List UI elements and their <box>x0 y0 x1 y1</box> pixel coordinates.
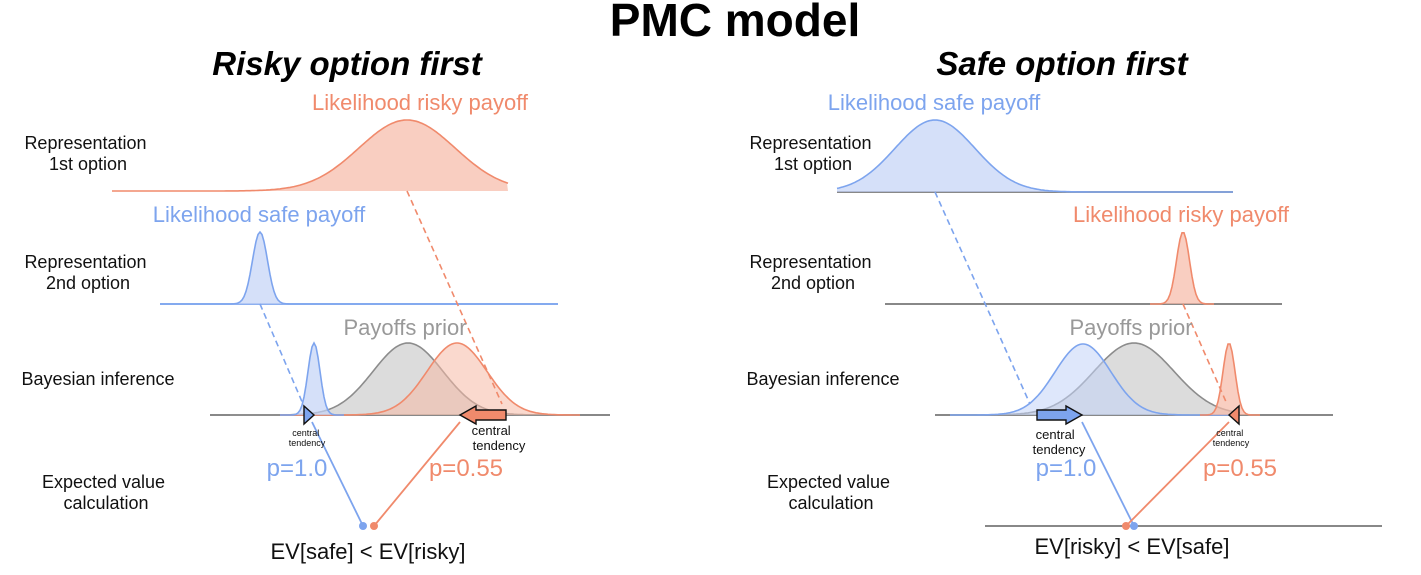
left-risky-dashed-connector <box>406 190 503 405</box>
left-safe-posterior-fill <box>290 343 338 415</box>
left-safe-central-tendency-arrow <box>303 404 316 426</box>
right-safe-ev-line <box>1081 421 1135 527</box>
row-label-line: 1st option <box>774 154 852 174</box>
prior-label-left: Payoffs prior <box>343 315 466 340</box>
right-safe-posterior-line <box>950 343 1240 416</box>
row-label-line: 2nd option <box>46 273 130 293</box>
right-risky-posterior-line <box>1200 343 1260 416</box>
row-label-ev-right: Expected value calculation <box>767 472 895 513</box>
left-risky-likelihood-fill <box>215 120 508 191</box>
ct-line: tendency <box>1213 438 1250 448</box>
right-safe-dashed-connector <box>934 191 1031 405</box>
row-label-bayes-right: Bayesian inference <box>746 369 899 389</box>
row-label-line: calculation <box>788 493 873 513</box>
left-risky-ev-dot <box>370 522 378 530</box>
left-risky-likelihood-line <box>112 119 509 192</box>
ev-comparison-left: EV[safe] < EV[risky] <box>270 539 465 564</box>
likelihood-safe-label-right: Likelihood safe payoff <box>828 90 1041 115</box>
left-safe-dashed-connector <box>259 303 304 405</box>
likelihood-risky-label-left: Likelihood risky payoff <box>312 90 529 115</box>
row-label-line: Expected value <box>767 472 890 492</box>
main-title: PMC model <box>610 0 860 46</box>
panel-risky-first: Risky option first Representation 1st op… <box>21 45 528 564</box>
right-safe-likelihood-fill <box>837 120 1095 192</box>
central-tendency-risky-left: central tendency <box>472 423 526 453</box>
right-risky-posterior-fill <box>1205 343 1253 415</box>
row-label-line: Representation <box>749 252 871 272</box>
ct-line: central <box>1036 427 1075 442</box>
prior-label-right: Payoffs prior <box>1069 315 1192 340</box>
central-tendency-safe-right: central tendency <box>1033 427 1086 457</box>
row-label-line: Expected value <box>42 472 165 492</box>
right-safe-likelihood-line <box>836 119 1233 193</box>
p-safe-left: p=1.0 <box>267 455 328 482</box>
right-risky-ev-line <box>1125 421 1230 527</box>
row-label-second-repr-right: Representation 2nd option <box>749 252 876 293</box>
right-risky-likelihood-fill <box>1157 232 1209 304</box>
panel-safe-first: Safe option first Representation 1st opt… <box>746 45 1289 559</box>
p-safe-right: p=1.0 <box>1036 455 1097 482</box>
left-safe-posterior-line <box>280 341 344 416</box>
right-safe-ev-dot <box>1130 522 1138 530</box>
row-label-bayes-left: Bayesian inference <box>21 369 174 389</box>
left-prior-fill <box>268 343 548 415</box>
row-label-first-repr-right: Representation 1st option <box>749 133 876 174</box>
row-label-first-repr-left: Representation 1st option <box>24 133 151 174</box>
row-label-line: 2nd option <box>771 273 855 293</box>
right-safe-central-tendency-arrow <box>1036 404 1084 426</box>
row-label-line: Representation <box>749 133 871 153</box>
right-risky-central-tendency-arrow <box>1227 404 1240 426</box>
central-tendency-risky-right: central tendency <box>1213 428 1250 448</box>
ct-line: tendency <box>473 438 526 453</box>
ct-line: central <box>1216 428 1243 438</box>
row-label-line: Representation <box>24 252 146 272</box>
left-safe-ev-dot <box>359 522 367 530</box>
panel-title-left: Risky option first <box>212 45 484 82</box>
ev-comparison-right: EV[risky] < EV[safe] <box>1034 534 1229 559</box>
panel-title-right: Safe option first <box>936 45 1189 82</box>
p-risky-right: p=0.55 <box>1203 455 1277 482</box>
likelihood-risky-label-right: Likelihood risky payoff <box>1073 202 1290 227</box>
left-risky-central-tendency-arrow <box>458 404 507 426</box>
ct-line: central <box>292 428 319 438</box>
row-label-line: calculation <box>63 493 148 513</box>
right-safe-posterior-fill <box>971 344 1195 415</box>
likelihood-safe-label-left: Likelihood safe payoff <box>153 202 366 227</box>
ct-line: tendency <box>1033 442 1086 457</box>
left-safe-ev-line <box>311 421 364 527</box>
central-tendency-safe-left: central tendency <box>289 428 326 448</box>
curves-layer <box>112 119 1382 530</box>
right-risky-dashed-connector <box>1182 303 1228 405</box>
left-safe-likelihood-line <box>160 230 558 305</box>
left-risky-ev-line <box>373 421 461 527</box>
right-risky-likelihood-line <box>1150 232 1214 305</box>
row-label-ev-left: Expected value calculation <box>42 472 170 513</box>
row-label-second-repr-left: Representation 2nd option <box>24 252 151 293</box>
row-label-line: Representation <box>24 133 146 153</box>
left-risky-posterior-fill <box>337 343 577 415</box>
right-risky-ev-dot <box>1122 522 1130 530</box>
left-safe-likelihood-fill <box>230 232 290 304</box>
ct-line: tendency <box>289 438 326 448</box>
ct-line: central <box>472 423 511 438</box>
p-risky-left: p=0.55 <box>429 455 503 482</box>
row-label-line: 1st option <box>49 154 127 174</box>
